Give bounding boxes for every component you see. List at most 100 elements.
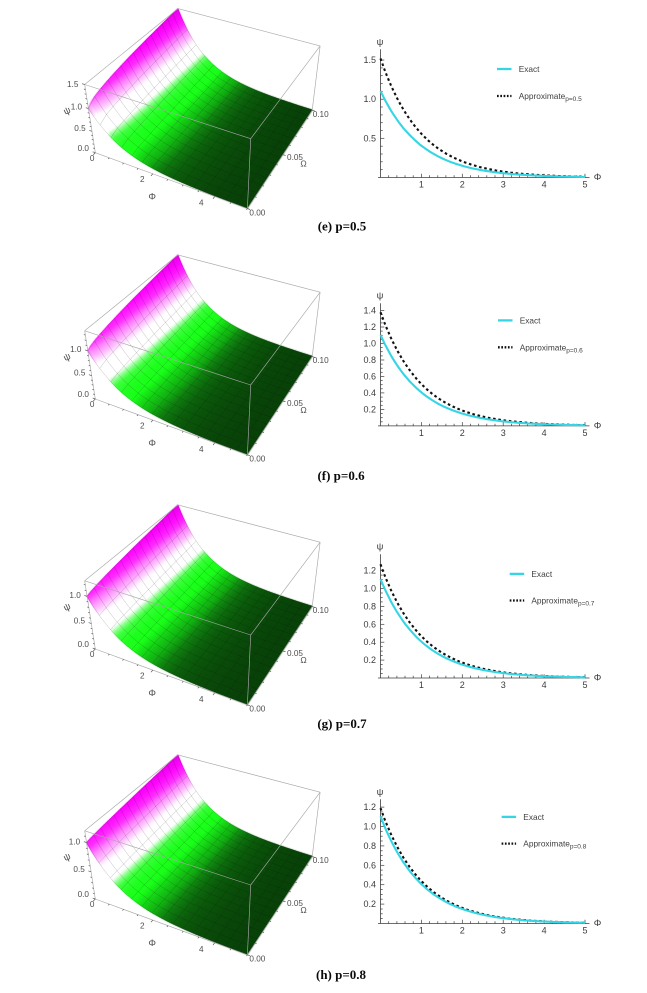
- svg-text:ψ: ψ: [62, 851, 73, 864]
- svg-text:0.2: 0.2: [363, 899, 376, 909]
- svg-text:2: 2: [460, 926, 465, 936]
- svg-text:1: 1: [419, 926, 424, 936]
- svg-text:1: 1: [419, 680, 424, 690]
- svg-text:4: 4: [199, 945, 204, 954]
- svg-text:(h) p=0.8: (h) p=0.8: [316, 967, 367, 982]
- svg-text:0.10: 0.10: [313, 856, 329, 865]
- svg-text:Approximatep=0.5: Approximatep=0.5: [519, 91, 582, 103]
- svg-text:4: 4: [199, 695, 204, 704]
- svg-text:ψ: ψ: [377, 787, 384, 798]
- svg-text:0: 0: [90, 900, 95, 909]
- svg-text:0.10: 0.10: [313, 110, 329, 119]
- svg-text:0.05: 0.05: [287, 153, 303, 162]
- svg-text:1.2: 1.2: [363, 802, 376, 812]
- svg-text:2: 2: [460, 428, 465, 438]
- svg-text:0: 0: [90, 400, 95, 409]
- svg-text:1.0: 1.0: [69, 837, 81, 846]
- svg-text:0.5: 0.5: [74, 124, 86, 133]
- svg-text:1.0: 1.0: [70, 345, 82, 354]
- svg-text:0.05: 0.05: [287, 899, 303, 908]
- svg-text:Ω: Ω: [300, 159, 306, 169]
- svg-text:0.0: 0.0: [78, 640, 90, 649]
- svg-text:Φ: Φ: [148, 938, 156, 949]
- svg-text:Exact: Exact: [519, 64, 540, 74]
- svg-text:2: 2: [140, 421, 145, 430]
- svg-text:0.6: 0.6: [363, 619, 376, 629]
- svg-text:0.6: 0.6: [363, 372, 376, 382]
- svg-text:0.05: 0.05: [287, 649, 303, 658]
- svg-text:4: 4: [199, 445, 204, 454]
- svg-text:0.4: 0.4: [363, 637, 376, 647]
- svg-text:0.2: 0.2: [363, 404, 376, 414]
- svg-text:5: 5: [582, 680, 587, 690]
- svg-text:Exact: Exact: [520, 315, 541, 325]
- svg-text:Approximatep=0.7: Approximatep=0.7: [531, 596, 594, 608]
- svg-text:0.8: 0.8: [363, 841, 376, 851]
- svg-text:1: 1: [419, 428, 424, 438]
- svg-text:2: 2: [140, 921, 145, 930]
- svg-text:5: 5: [582, 180, 587, 190]
- svg-text:5: 5: [582, 428, 587, 438]
- svg-text:0.2: 0.2: [363, 655, 376, 665]
- svg-text:ψ: ψ: [377, 37, 384, 48]
- svg-text:0.6: 0.6: [363, 860, 376, 870]
- svg-text:Φ: Φ: [594, 918, 602, 929]
- svg-text:0.5: 0.5: [74, 369, 86, 378]
- svg-text:Φ: Φ: [594, 172, 602, 183]
- svg-text:(e) p=0.5: (e) p=0.5: [318, 219, 367, 234]
- svg-text:0.5: 0.5: [74, 617, 86, 626]
- svg-text:0.0: 0.0: [78, 144, 90, 153]
- svg-text:1: 1: [419, 180, 424, 190]
- svg-text:0.0: 0.0: [78, 390, 90, 399]
- svg-text:1.2: 1.2: [363, 322, 376, 332]
- svg-text:ψ: ψ: [62, 601, 73, 614]
- svg-text:ψ: ψ: [377, 291, 384, 302]
- svg-text:0.8: 0.8: [363, 355, 376, 365]
- svg-text:1.0: 1.0: [71, 103, 83, 112]
- svg-text:3: 3: [501, 180, 506, 190]
- svg-text:1.2: 1.2: [363, 566, 376, 576]
- svg-text:Exact: Exact: [523, 812, 544, 822]
- svg-text:2: 2: [140, 175, 145, 184]
- svg-text:2: 2: [460, 680, 465, 690]
- svg-text:0.00: 0.00: [249, 955, 265, 964]
- svg-text:4: 4: [542, 926, 547, 936]
- svg-text:Ω: Ω: [300, 405, 306, 415]
- svg-text:ψ: ψ: [377, 542, 384, 553]
- svg-text:1.5: 1.5: [67, 80, 79, 89]
- svg-text:0.4: 0.4: [363, 880, 376, 890]
- svg-text:1.0: 1.0: [363, 94, 376, 104]
- svg-text:Φ: Φ: [148, 688, 156, 699]
- svg-text:1.0: 1.0: [363, 339, 376, 349]
- svg-text:Φ: Φ: [594, 420, 602, 431]
- svg-text:(g) p=0.7: (g) p=0.7: [317, 716, 367, 731]
- svg-text:0.05: 0.05: [287, 399, 303, 408]
- svg-text:3: 3: [501, 926, 506, 936]
- svg-text:0.8: 0.8: [363, 601, 376, 611]
- svg-text:5: 5: [582, 926, 587, 936]
- svg-text:1.0: 1.0: [69, 591, 81, 600]
- svg-text:0.5: 0.5: [73, 865, 85, 874]
- svg-text:Approximatep=0.6: Approximatep=0.6: [520, 342, 583, 354]
- svg-text:0.10: 0.10: [313, 606, 329, 615]
- svg-text:2: 2: [140, 671, 145, 680]
- svg-text:0: 0: [90, 650, 95, 659]
- svg-text:4: 4: [199, 199, 204, 208]
- svg-text:3: 3: [501, 680, 506, 690]
- svg-text:0.00: 0.00: [249, 705, 265, 714]
- svg-text:ψ: ψ: [62, 105, 73, 118]
- svg-text:4: 4: [542, 180, 547, 190]
- svg-text:2: 2: [460, 180, 465, 190]
- svg-text:1.5: 1.5: [363, 55, 376, 65]
- svg-text:1.0: 1.0: [363, 584, 376, 594]
- svg-text:4: 4: [542, 428, 547, 438]
- svg-text:ψ: ψ: [62, 351, 73, 364]
- svg-text:0.5: 0.5: [363, 133, 376, 143]
- svg-text:Φ: Φ: [594, 673, 602, 684]
- svg-text:1.4: 1.4: [363, 306, 376, 316]
- svg-text:0.4: 0.4: [363, 388, 376, 398]
- svg-text:Approximatep=0.8: Approximatep=0.8: [523, 839, 586, 851]
- svg-text:4: 4: [542, 680, 547, 690]
- svg-text:Ω: Ω: [300, 655, 306, 665]
- svg-text:(f) p=0.6: (f) p=0.6: [317, 468, 365, 483]
